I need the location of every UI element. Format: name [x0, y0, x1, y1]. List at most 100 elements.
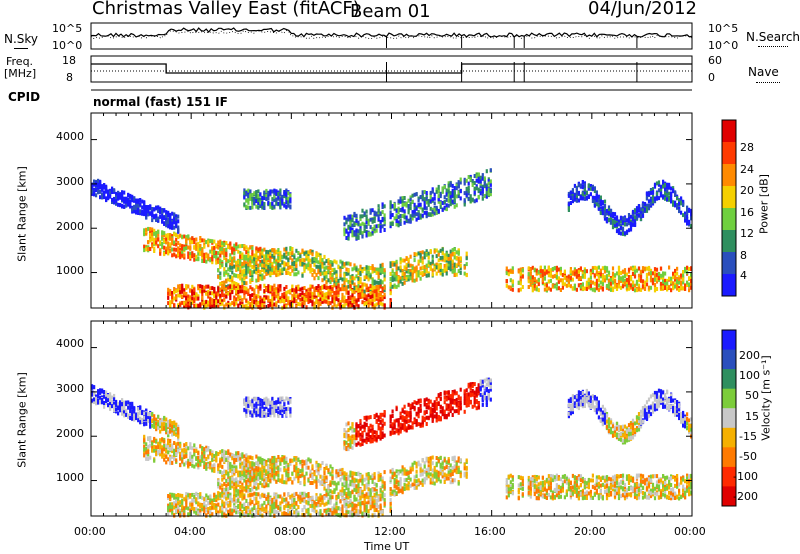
- data-cell: [267, 287, 270, 292]
- data-cell: [181, 252, 184, 257]
- data-cell: [579, 276, 582, 280]
- data-cell: [417, 259, 420, 264]
- data-cell: [167, 213, 170, 218]
- data-cell: [381, 295, 384, 300]
- data-cell: [183, 288, 186, 293]
- data-cell: [369, 210, 372, 215]
- data-cell: [329, 273, 332, 278]
- data-cell: [680, 280, 683, 285]
- data-cell: [167, 301, 170, 306]
- data-cell: [477, 189, 480, 194]
- data-cell: [127, 400, 130, 405]
- data-cell: [231, 256, 234, 261]
- data-cell: [329, 285, 332, 290]
- data-cell: [403, 196, 406, 200]
- data-cell: [405, 266, 408, 271]
- data-cell: [355, 267, 358, 272]
- data-cell: [253, 269, 256, 274]
- data-cell: [395, 219, 398, 223]
- data-cell: [371, 208, 374, 213]
- data-cell: [243, 191, 246, 196]
- data-cell: [169, 300, 172, 305]
- data-cell: [245, 245, 248, 250]
- data-cell: [301, 304, 304, 309]
- data-cell: [231, 250, 234, 255]
- data-cell: [163, 418, 166, 423]
- data-cell: [157, 237, 160, 242]
- data-cell: [123, 190, 126, 195]
- data-cell: [399, 276, 402, 281]
- data-cell: [243, 295, 246, 300]
- data-cell: [177, 436, 180, 441]
- data-cell: [573, 183, 576, 188]
- data-cell: [175, 224, 178, 229]
- data-cell: [185, 451, 188, 456]
- data-cell: [251, 293, 254, 298]
- data-cell: [571, 270, 574, 275]
- data-cell: [271, 268, 274, 272]
- data-cell: [169, 443, 172, 448]
- data-cell: [359, 280, 362, 285]
- data-cell: [183, 510, 186, 515]
- data-cell: [383, 288, 386, 293]
- data-cell: [141, 409, 144, 414]
- data-cell: [531, 275, 534, 280]
- data-cell: [123, 196, 126, 201]
- data-cell: [319, 268, 322, 273]
- data-cell: [653, 196, 657, 201]
- data-cell: [229, 245, 232, 250]
- data-cell: [279, 250, 282, 255]
- data-cell: [237, 260, 240, 265]
- data-cell: [119, 404, 122, 409]
- data-cell: [209, 297, 212, 302]
- data-cell: [670, 186, 673, 191]
- data-cell: [139, 405, 142, 410]
- data-cell: [635, 268, 639, 273]
- data-cell: [641, 266, 645, 271]
- data-cell: [327, 258, 330, 263]
- data-cell: [189, 494, 192, 499]
- data-cell: [147, 444, 150, 449]
- data-cell: [355, 213, 358, 218]
- data-cell: [179, 503, 182, 507]
- data-cell: [659, 191, 663, 196]
- data-cell: [684, 211, 687, 216]
- data-cell: [391, 275, 394, 280]
- data-cell: [459, 180, 462, 185]
- data-cell: [267, 284, 270, 289]
- data-cell: [423, 272, 426, 276]
- data-cell: [243, 256, 246, 261]
- data-cell: [165, 425, 168, 430]
- data-cell: [617, 270, 621, 274]
- data-cell: [343, 280, 346, 285]
- data-cell: [181, 294, 184, 299]
- data-cell: [359, 226, 362, 231]
- data-cell: [279, 192, 282, 197]
- data-cell: [285, 197, 288, 202]
- data-cell: [293, 255, 296, 260]
- data-cell: [157, 419, 160, 424]
- data-cell: [379, 301, 382, 306]
- data-cell: [690, 208, 693, 213]
- data-cell: [361, 269, 364, 274]
- data-cell: [625, 218, 629, 223]
- data-cell: [469, 198, 472, 203]
- data-cell: [95, 396, 98, 401]
- data-cell: [99, 195, 102, 200]
- data-cell: [690, 224, 693, 228]
- data-cell: [607, 211, 611, 215]
- data-cell: [151, 411, 154, 416]
- data-cell: [469, 177, 472, 182]
- data-cell: [151, 441, 154, 446]
- data-cell: [363, 296, 366, 301]
- data-cell: [267, 264, 270, 269]
- data-cell: [231, 259, 234, 264]
- data-cell: [339, 259, 342, 264]
- data-cell: [690, 216, 693, 221]
- data-cell: [171, 460, 174, 465]
- data-cell: [113, 397, 116, 402]
- data-cell: [121, 190, 124, 195]
- data-cell: [135, 198, 138, 203]
- data-cell: [291, 284, 294, 289]
- data-cell: [347, 300, 350, 305]
